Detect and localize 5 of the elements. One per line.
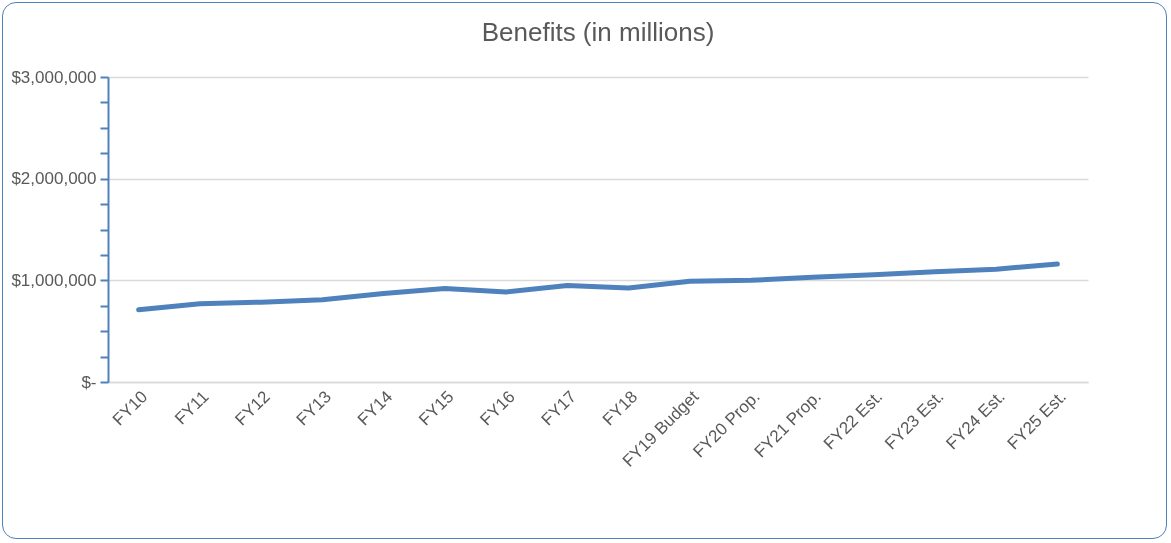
y-tick-label: $- bbox=[81, 372, 97, 392]
chart-title: Benefits (in millions) bbox=[481, 17, 715, 47]
y-tick-label: $1,000,000 bbox=[11, 270, 97, 290]
y-tick-label: $2,000,000 bbox=[11, 169, 97, 189]
y-tick-label: $3,000,000 bbox=[11, 67, 97, 87]
